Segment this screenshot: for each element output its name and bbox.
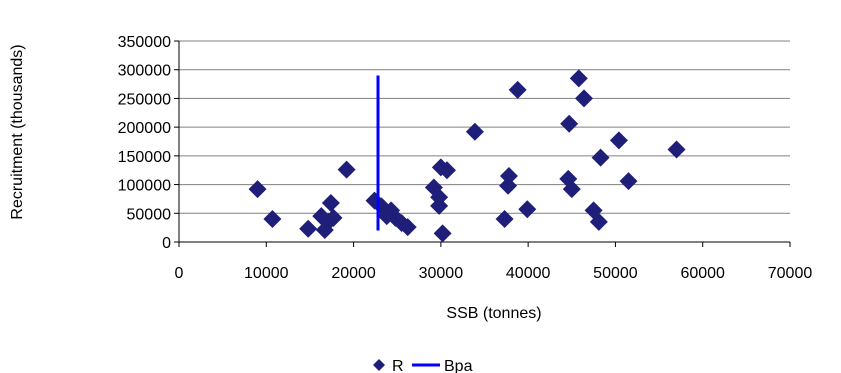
data-point-r (324, 208, 343, 227)
data-point-r (263, 210, 282, 229)
y-tick-label: 0 (162, 235, 171, 252)
x-axis-label: SSB (tonnes) (446, 305, 541, 322)
data-point-r (508, 80, 527, 99)
y-tick-label: 250000 (118, 91, 171, 108)
x-tick-label: 50000 (593, 265, 638, 282)
data-point-r (569, 69, 588, 88)
data-point-r (591, 148, 610, 167)
data-point-r (667, 140, 686, 159)
x-tick-label: 20000 (331, 265, 376, 282)
data-point-r (248, 180, 267, 199)
data-point-r (337, 160, 356, 179)
data-point-r (398, 218, 417, 237)
data-point-r (575, 89, 594, 108)
x-tick-label: 0 (175, 265, 184, 282)
data-point-r (499, 166, 518, 185)
y-tick-label: 300000 (118, 63, 171, 80)
data-point-r (321, 193, 340, 212)
data-point-r (562, 180, 581, 199)
gridlines (179, 40, 790, 214)
y-axis-label: Recruitment (thousands) (9, 44, 26, 219)
x-tick-label: 30000 (419, 265, 464, 282)
x-tick-label: 40000 (506, 265, 551, 282)
legend-label-r: R (392, 358, 404, 373)
series-r-points (248, 69, 686, 243)
data-point-r (437, 161, 456, 180)
y-tick-label: 50000 (127, 206, 172, 223)
y-tick-label: 200000 (118, 120, 171, 137)
data-point-r (619, 172, 638, 191)
y-axis-ticks: 0 50000 100000 150000 200000 250000 300000 3500… (118, 34, 179, 252)
y-tick-label: 100000 (118, 178, 171, 195)
data-point-r (589, 212, 608, 231)
data-point-r (560, 114, 579, 133)
legend-marker-r (373, 359, 385, 371)
x-axis-ticks: 0 10000 20000 30000 40000 50000 60000 70000 (175, 242, 813, 282)
data-point-r (433, 224, 452, 243)
data-point-r (495, 210, 514, 229)
legend-label-bpa: Bpa (444, 358, 473, 373)
x-tick-label: 10000 (244, 265, 289, 282)
data-point-r (609, 131, 628, 150)
y-tick-label: 350000 (118, 34, 171, 51)
legend: R Bpa (373, 358, 473, 373)
x-tick-label: 70000 (768, 265, 813, 282)
data-point-r (465, 122, 484, 141)
data-point-r (299, 219, 318, 238)
data-point-r (518, 200, 537, 219)
y-tick-label: 150000 (118, 149, 171, 166)
x-tick-label: 60000 (680, 265, 725, 282)
data-point-r (430, 196, 449, 215)
